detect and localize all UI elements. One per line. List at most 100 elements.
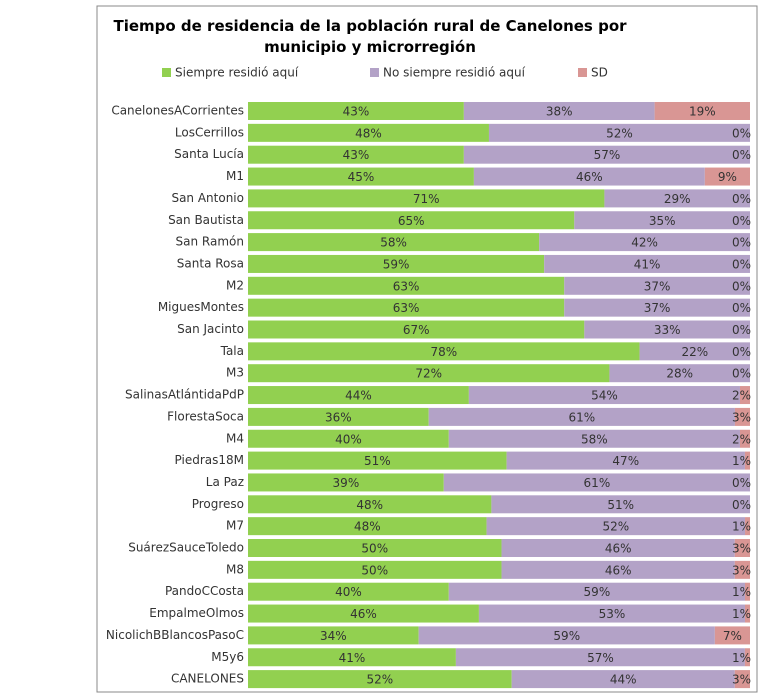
category-label: EmpalmeOlmos — [149, 606, 244, 620]
bar-segment — [248, 123, 489, 142]
value-label: 1% — [732, 607, 751, 621]
value-label: 46% — [605, 542, 632, 556]
value-label: 46% — [605, 563, 632, 577]
value-label: 46% — [350, 607, 377, 621]
bar-segment — [248, 429, 449, 448]
value-label: 45% — [348, 170, 375, 184]
bar-segment — [478, 604, 745, 623]
value-label: 1% — [732, 454, 751, 468]
bar-segment — [463, 102, 655, 120]
value-label: 52% — [606, 126, 633, 140]
legend-label: Siempre residió aquí — [175, 66, 299, 80]
value-label: 51% — [364, 454, 391, 468]
value-label: 0% — [732, 476, 751, 490]
bar-segment — [744, 604, 750, 623]
value-label: 0% — [732, 367, 751, 381]
value-label: 37% — [644, 279, 671, 293]
bar-segment — [248, 342, 640, 361]
category-label: M3 — [226, 366, 244, 380]
value-label: 48% — [356, 498, 383, 512]
value-label: 0% — [732, 236, 751, 250]
bar-segment — [574, 211, 750, 230]
value-label: 1% — [732, 585, 751, 599]
category-label: SuárezSauceToledo — [128, 541, 244, 555]
bar-segment — [248, 211, 575, 230]
bar-segment — [248, 451, 507, 470]
bar-segment — [744, 451, 750, 470]
value-label: 72% — [415, 367, 442, 381]
value-label: 51% — [607, 498, 634, 512]
category-label: M1 — [226, 169, 244, 183]
category-label: M7 — [226, 519, 244, 533]
bar-segment — [739, 429, 750, 448]
value-label: 58% — [380, 236, 407, 250]
bar-segment — [463, 145, 750, 164]
category-label: Tala — [220, 344, 244, 358]
bar-segment — [744, 648, 750, 667]
category-label: San Ramón — [176, 235, 244, 249]
value-label: 43% — [343, 105, 370, 119]
legend-swatch — [370, 68, 379, 77]
value-label: 48% — [354, 520, 381, 534]
bar-segment — [564, 276, 750, 295]
category-label: La Paz — [206, 475, 244, 489]
value-label: 59% — [383, 257, 410, 271]
bar-segment — [248, 626, 419, 645]
bar-segment — [248, 189, 605, 208]
value-label: 33% — [654, 323, 681, 337]
value-label: 3% — [732, 563, 751, 577]
value-label: 40% — [335, 585, 362, 599]
value-label: 38% — [546, 105, 573, 119]
value-label: 0% — [732, 214, 751, 228]
value-label: 1% — [732, 651, 751, 665]
bar-segment — [248, 648, 456, 667]
bar-segment — [248, 582, 449, 601]
value-label: 48% — [355, 126, 382, 140]
bar-segment — [248, 670, 512, 689]
chart-title: Tiempo de residencia de la población rur… — [113, 17, 627, 56]
value-label: 7% — [723, 629, 742, 643]
value-label: 44% — [345, 389, 372, 403]
bar-segment — [448, 429, 740, 448]
bar-segment — [544, 254, 750, 273]
bar-segment — [564, 298, 750, 317]
category-label: Piedras18M — [175, 453, 244, 467]
value-label: 0% — [732, 279, 751, 293]
value-label: 57% — [587, 651, 614, 665]
bar-segment — [248, 320, 585, 339]
bar-segment — [539, 233, 750, 252]
value-label: 41% — [339, 651, 366, 665]
bar-segment — [704, 167, 750, 186]
value-label: 61% — [568, 410, 595, 424]
value-label: 50% — [361, 563, 388, 577]
value-label: 39% — [333, 476, 360, 490]
category-label: FlorestaSoca — [167, 409, 244, 423]
bar-segment — [428, 407, 735, 426]
bar-segment — [734, 407, 750, 426]
bar-segment — [443, 473, 750, 492]
category-label: San Antonio — [171, 191, 244, 205]
legend-label: No siempre residió aquí — [383, 66, 526, 80]
value-label: 0% — [732, 192, 751, 206]
bar-segment — [473, 167, 705, 186]
bar-segment — [745, 517, 750, 536]
bar-segment — [248, 233, 540, 252]
value-label: 43% — [343, 148, 370, 162]
bar-segment — [248, 386, 469, 405]
value-label: 50% — [361, 542, 388, 556]
bar-segment — [248, 364, 610, 383]
bar-segment — [491, 495, 750, 514]
value-label: 59% — [584, 585, 611, 599]
category-label: M5y6 — [211, 650, 244, 664]
bar-segment — [468, 386, 740, 405]
value-label: 9% — [718, 170, 737, 184]
value-label: 2% — [732, 389, 751, 403]
value-label: 54% — [591, 389, 618, 403]
value-label: 0% — [732, 345, 751, 359]
value-label: 41% — [634, 257, 661, 271]
bar-segment — [455, 648, 745, 667]
bar-segment — [248, 539, 502, 557]
bar-segment — [654, 102, 750, 120]
value-label: 63% — [393, 279, 420, 293]
category-label: CanelonesACorrientes — [111, 104, 244, 118]
